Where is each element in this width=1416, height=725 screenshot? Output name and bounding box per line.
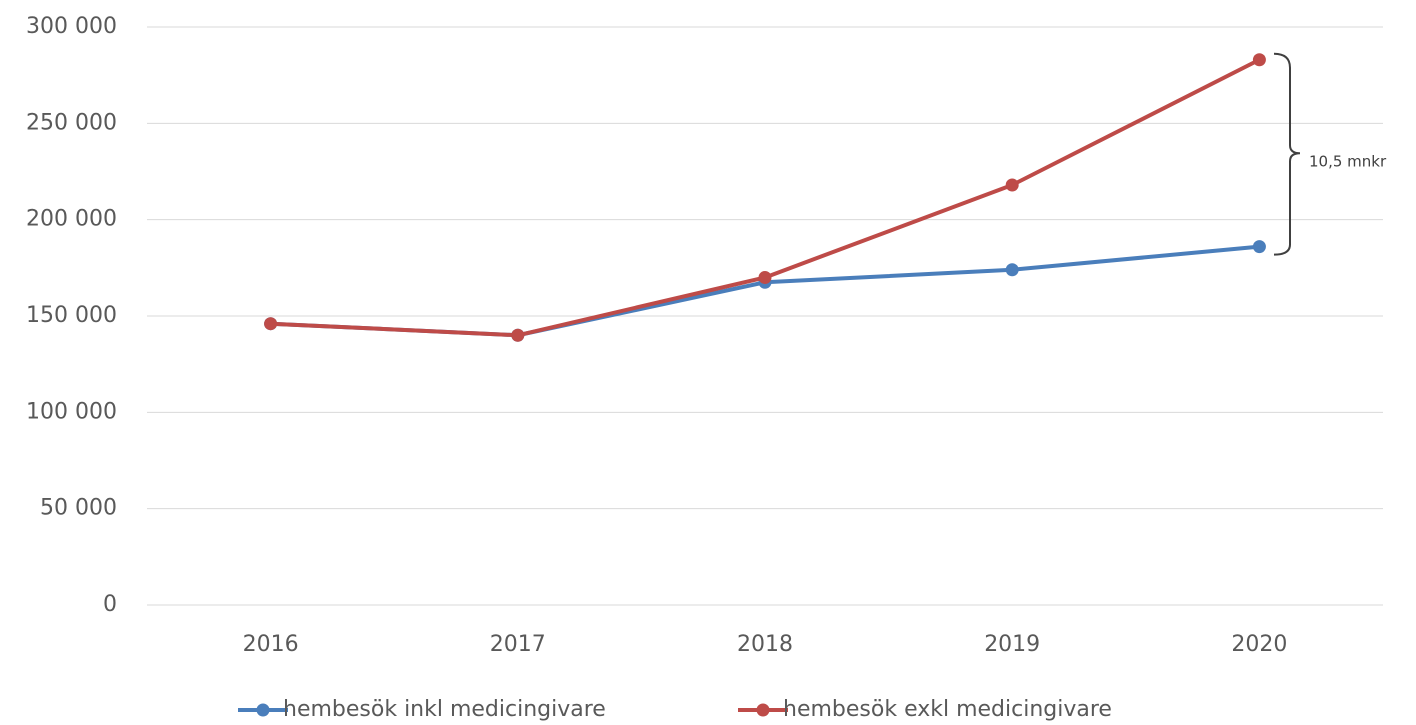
x-tick-label: 2020 (1231, 632, 1287, 657)
y-tick-label: 0 (103, 592, 117, 617)
series-line (270, 244, 1260, 338)
data-point (1252, 240, 1266, 254)
y-tick-label: 50 000 (40, 496, 117, 521)
x-tick-label: 2018 (737, 632, 793, 657)
legend-label: hembesök inkl medicingivare (283, 697, 606, 722)
data-point (1252, 53, 1266, 67)
x-tick-label: 2016 (243, 632, 299, 657)
data-point (264, 317, 278, 331)
data-point (511, 328, 525, 342)
x-tick-label: 2019 (984, 632, 1040, 657)
y-tick-label: 300 000 (26, 14, 117, 39)
y-tick-label: 200 000 (26, 207, 117, 232)
data-point (758, 270, 772, 284)
data-point (1005, 263, 1019, 277)
data-point (1005, 178, 1019, 192)
legend-marker (756, 703, 770, 717)
bracket (1273, 52, 1301, 256)
legend-label: hembesök exkl medicingivare (783, 697, 1112, 722)
series-line (270, 57, 1261, 338)
annotation: 10,5 mnkr (1309, 153, 1387, 171)
y-tick-label: 150 000 (26, 303, 117, 328)
legend-marker (256, 703, 270, 717)
x-tick-label: 2017 (490, 632, 546, 657)
y-tick-label: 100 000 (26, 399, 117, 424)
y-tick-label: 250 000 (26, 110, 117, 135)
